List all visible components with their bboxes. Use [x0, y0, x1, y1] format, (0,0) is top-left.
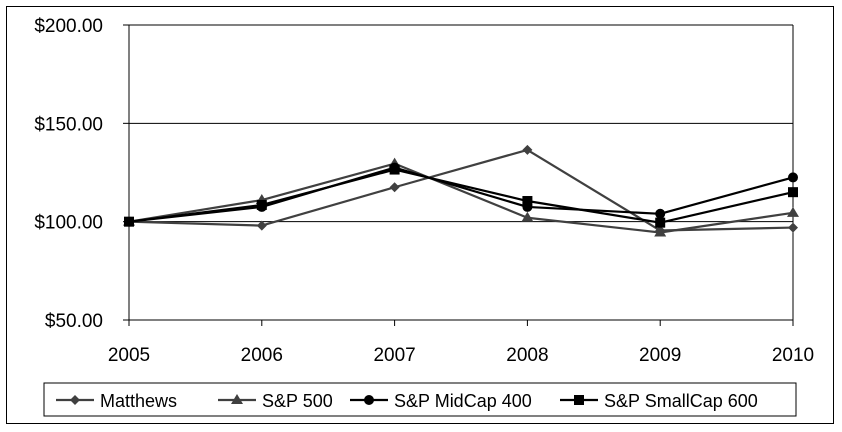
y-tick-label: $150.00: [34, 114, 103, 135]
series-lines: [123, 144, 799, 237]
legend-label-1: S&P 500: [262, 391, 333, 411]
series-line-2: [128, 166, 794, 223]
data-point: [389, 182, 400, 193]
data-point: [521, 211, 534, 222]
x-tick-label: 2010: [772, 345, 814, 366]
legend-marker-1: [231, 394, 243, 404]
x-tick-labels: 2005 2006 2007 2008 2009 2010: [108, 345, 814, 366]
legend-label-3: S&P SmallCap 600: [604, 391, 758, 411]
data-point: [788, 187, 798, 198]
data-point: [655, 217, 666, 228]
legend-marker-0: [70, 395, 80, 405]
data-point: [522, 144, 533, 155]
legend-label-0: Matthews: [100, 391, 177, 411]
legend-marker-2: [364, 395, 374, 405]
data-point: [389, 164, 400, 175]
x-tick-label: 2005: [108, 345, 150, 366]
data-point: [787, 206, 799, 217]
data-point: [654, 226, 667, 237]
legend: Matthews S&P 500 S&P MidCap 400 S&P SmallCa…: [43, 382, 797, 417]
y-tick-labels: $200.00 $150.00 $100.00 $50.00: [34, 16, 103, 332]
series-line-3: [128, 168, 794, 224]
data-point: [522, 196, 533, 207]
x-tick-label: 2007: [373, 345, 415, 366]
y-tick-label: $50.00: [45, 311, 103, 332]
x-tick-label: 2009: [639, 345, 681, 366]
legend-label-2: S&P MidCap 400: [394, 391, 532, 411]
axes: [123, 24, 794, 326]
series-line-1: [128, 162, 794, 234]
legend-marker-3: [574, 395, 584, 405]
y-tick-label: $100.00: [34, 213, 103, 234]
x-tick-label: 2006: [241, 345, 283, 366]
data-point: [256, 199, 267, 210]
data-point: [788, 222, 798, 233]
data-point: [655, 208, 666, 219]
legend-box: [43, 382, 797, 417]
data-point: [256, 220, 267, 231]
y-tick-label: $200.00: [34, 16, 103, 37]
x-tick-label: 2008: [506, 345, 548, 366]
data-point: [788, 172, 798, 183]
gridlines: [129, 122, 793, 223]
data-point: [124, 216, 134, 227]
